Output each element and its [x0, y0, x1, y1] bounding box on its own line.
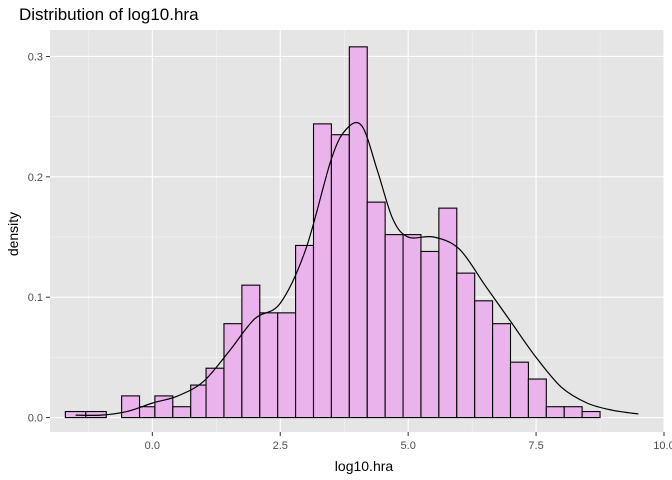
chart-title: Distribution of log10.hra	[19, 5, 199, 24]
histogram-bar	[277, 312, 297, 419]
histogram-bar	[492, 323, 512, 419]
y-tick-label: 0.0	[28, 413, 43, 425]
histogram-bar	[545, 406, 565, 419]
histogram-bars	[64, 46, 601, 419]
x-tick-label: 2.5	[273, 440, 288, 452]
x-axis-ticks: 0.0 2.5 5.0 7.5 10.0	[145, 432, 672, 452]
histogram-bar	[348, 46, 368, 419]
histogram-bar	[295, 244, 315, 419]
histogram-bar	[474, 300, 494, 419]
histogram-bar	[527, 378, 547, 419]
y-tick-label: 0.2	[28, 172, 43, 184]
y-tick-label: 0.3	[28, 51, 43, 63]
histogram-bar	[420, 250, 440, 419]
histogram-bar	[190, 384, 207, 419]
x-axis-title: log10.hra	[335, 458, 394, 474]
histogram-bar	[121, 395, 141, 419]
histogram-bar	[581, 410, 601, 419]
histogram-bar	[509, 361, 529, 419]
histogram-bar	[259, 312, 279, 419]
y-tick-label: 0.1	[28, 292, 43, 304]
histogram-bar	[366, 201, 386, 419]
histogram-bar	[563, 406, 583, 419]
histogram-bar	[172, 406, 192, 419]
x-tick-label: 0.0	[145, 440, 160, 452]
density-curve	[75, 121, 639, 417]
histogram-bar	[384, 234, 404, 419]
x-tick-label: 10.0	[653, 440, 672, 452]
histogram-bar	[456, 272, 476, 419]
y-axis-ticks: 0.0 0.1 0.2 0.3	[28, 51, 50, 425]
histogram-bar	[241, 284, 261, 419]
histogram-bar	[138, 406, 156, 419]
y-axis-title: density	[5, 212, 21, 256]
histogram-bar	[402, 234, 422, 419]
histogram-bar	[330, 134, 350, 419]
histogram-bar	[64, 410, 87, 419]
x-tick-label: 7.5	[528, 440, 543, 452]
x-tick-label: 5.0	[401, 440, 416, 452]
